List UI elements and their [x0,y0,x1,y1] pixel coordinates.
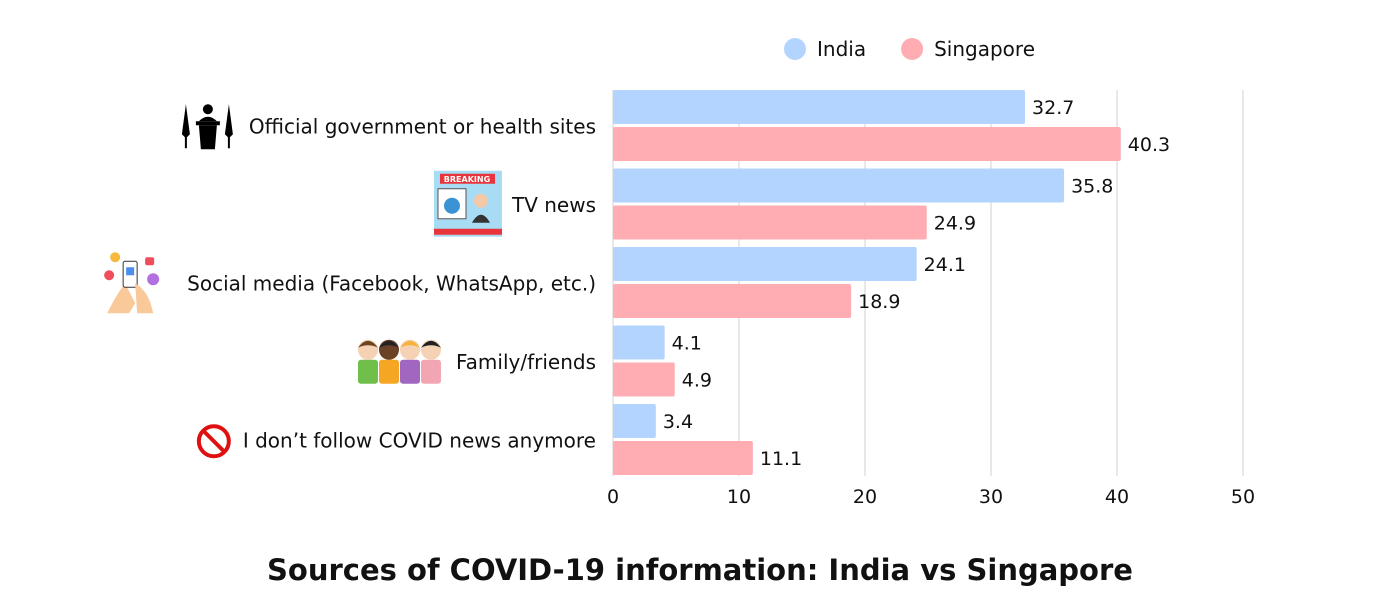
category-label: TV news [511,193,596,217]
bar-india [613,325,665,360]
data-label: 18.9 [858,291,900,313]
x-tick-label: 40 [1105,486,1129,508]
prohibited-icon [196,424,231,459]
x-tick-label: 50 [1231,486,1255,508]
data-label: 4.1 [672,333,702,355]
bar-singapore [613,127,1121,161]
breaking-news-tv-icon: BREAKING [433,170,502,237]
category-label: Family/friends [456,350,596,374]
data-label: 11.1 [760,448,802,470]
x-tick-label: 10 [727,486,751,508]
x-tick-label: 20 [853,486,877,508]
data-label: 24.9 [934,213,976,235]
bar-india [613,404,656,438]
legend-label: India [817,37,866,61]
chart-title: Sources of COVID-19 information: India v… [267,553,1133,587]
legend-label: Singapore [934,37,1035,61]
bar-singapore [613,362,675,397]
data-label: 24.1 [924,254,966,276]
category-label: I don’t follow COVID news anymore [243,428,596,452]
legend-swatch-singapore [901,38,924,60]
social-media-phone-icon [104,252,160,314]
bar-india [613,168,1065,203]
data-label: 35.8 [1071,176,1113,198]
category-label: Official government or health sites [249,114,596,138]
bar-india [613,247,917,281]
bar-singapore [613,205,927,240]
x-tick-label: 30 [979,486,1003,508]
friends-group-icon [357,339,441,384]
bar-india [613,90,1026,124]
data-label: 3.4 [663,411,693,433]
data-label: 4.9 [682,370,712,392]
bar-singapore [613,441,753,475]
bar-singapore [613,284,852,318]
data-label: 32.7 [1032,97,1074,119]
svg-text:BREAKING: BREAKING [444,175,490,184]
data-label: 40.3 [1128,134,1170,156]
category-label: Social media (Facebook, WhatsApp, etc.) [187,271,596,295]
podium-speaker-icon [181,104,233,150]
legend-swatch-india [784,38,806,60]
x-tick-label: 0 [607,486,619,508]
